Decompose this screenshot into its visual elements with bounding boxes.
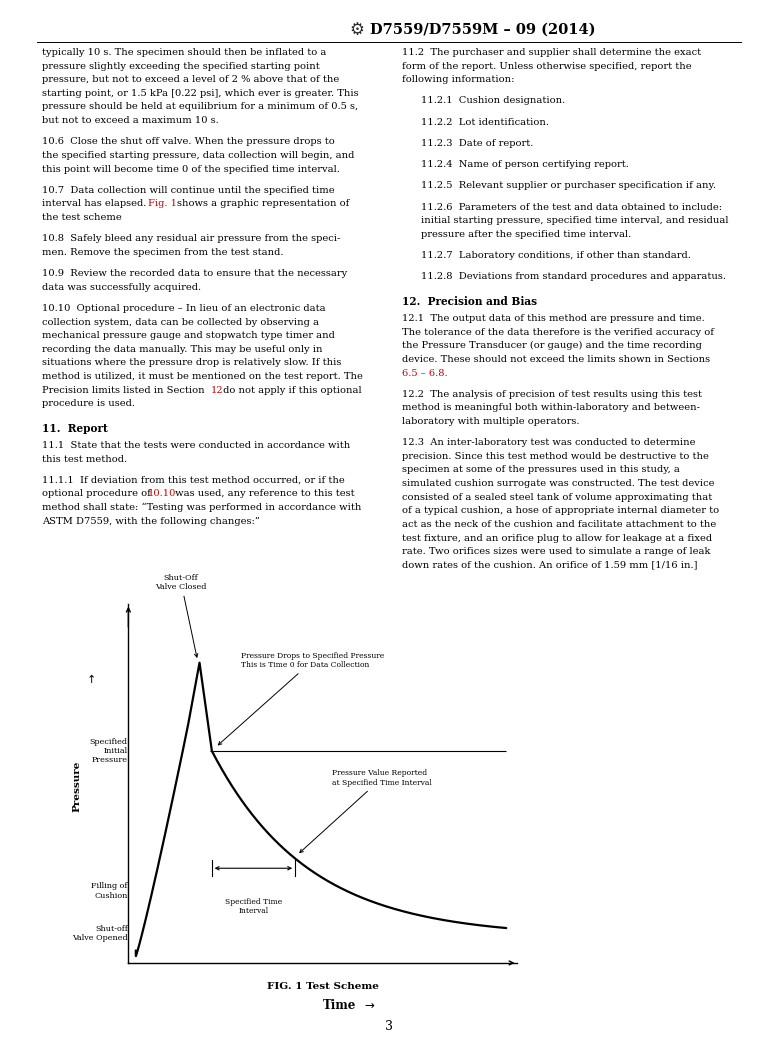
- Text: the Pressure Transducer (or gauge) and the time recording: the Pressure Transducer (or gauge) and t…: [402, 341, 702, 351]
- Text: the test scheme: the test scheme: [42, 213, 121, 222]
- Text: typically 10 s. The specimen should then be inflated to a: typically 10 s. The specimen should then…: [42, 48, 327, 57]
- Text: 11.2.6  Parameters of the test and data obtained to include:: 11.2.6 Parameters of the test and data o…: [422, 203, 723, 211]
- Text: 10.10: 10.10: [148, 489, 177, 499]
- Text: but not to exceed a maximum 10 s.: but not to exceed a maximum 10 s.: [42, 116, 219, 125]
- Text: 12.2  The analysis of precision of test results using this test: 12.2 The analysis of precision of test r…: [402, 389, 702, 399]
- Text: Time: Time: [323, 999, 356, 1012]
- Text: simulated cushion surrogate was constructed. The test device: simulated cushion surrogate was construc…: [402, 479, 714, 488]
- Text: down rates of the cushion. An orifice of 1.59 mm [1/16 in.]: down rates of the cushion. An orifice of…: [402, 561, 698, 569]
- Text: The tolerance of the data therefore is the verified accuracy of: The tolerance of the data therefore is t…: [402, 328, 714, 336]
- Text: following information:: following information:: [402, 75, 514, 84]
- Text: data was successfully acquired.: data was successfully acquired.: [42, 283, 202, 291]
- Text: method shall state: “Testing was performed in accordance with: method shall state: “Testing was perform…: [42, 503, 361, 512]
- Text: 11.  Report: 11. Report: [42, 423, 108, 434]
- Text: men. Remove the specimen from the test stand.: men. Remove the specimen from the test s…: [42, 248, 283, 257]
- Text: do not apply if this optional: do not apply if this optional: [220, 385, 362, 395]
- Text: 11.2.4  Name of person certifying report.: 11.2.4 Name of person certifying report.: [422, 160, 629, 170]
- Text: 12.  Precision and Bias: 12. Precision and Bias: [402, 296, 537, 307]
- Text: 11.2.1  Cushion designation.: 11.2.1 Cushion designation.: [422, 97, 566, 105]
- Text: Filling of
Cushion: Filling of Cushion: [91, 883, 128, 899]
- Text: 11.2.8  Deviations from standard procedures and apparatus.: 11.2.8 Deviations from standard procedur…: [422, 273, 727, 281]
- Text: was used, any reference to this test: was used, any reference to this test: [172, 489, 355, 499]
- Text: 10.9  Review the recorded data to ensure that the necessary: 10.9 Review the recorded data to ensure …: [42, 270, 347, 278]
- Text: of a typical cushion, a hose of appropriate internal diameter to: of a typical cushion, a hose of appropri…: [402, 506, 719, 515]
- Text: pressure should be held at equilibrium for a minimum of 0.5 s,: pressure should be held at equilibrium f…: [42, 102, 358, 111]
- Text: 10.8  Safely bleed any residual air pressure from the speci-: 10.8 Safely bleed any residual air press…: [42, 234, 340, 244]
- Text: laboratory with multiple operators.: laboratory with multiple operators.: [402, 417, 580, 426]
- Text: consisted of a sealed steel tank of volume approximating that: consisted of a sealed steel tank of volu…: [402, 492, 712, 502]
- Text: 11.2  The purchaser and supplier shall determine the exact: 11.2 The purchaser and supplier shall de…: [402, 48, 701, 57]
- Text: pressure, but not to exceed a level of 2 % above that of the: pressure, but not to exceed a level of 2…: [42, 75, 339, 84]
- Text: 10.10  Optional procedure – In lieu of an electronic data: 10.10 Optional procedure – In lieu of an…: [42, 304, 326, 313]
- Text: mechanical pressure gauge and stopwatch type timer and: mechanical pressure gauge and stopwatch …: [42, 331, 335, 340]
- Text: 11.2.7  Laboratory conditions, if other than standard.: 11.2.7 Laboratory conditions, if other t…: [422, 251, 692, 260]
- Text: 11.2.5  Relevant supplier or purchaser specification if any.: 11.2.5 Relevant supplier or purchaser sp…: [422, 181, 717, 191]
- Text: 10.7  Data collection will continue until the specified time: 10.7 Data collection will continue until…: [42, 185, 335, 195]
- Text: the specified starting pressure, data collection will begin, and: the specified starting pressure, data co…: [42, 151, 354, 160]
- Text: 12.1  The output data of this method are pressure and time.: 12.1 The output data of this method are …: [402, 314, 705, 323]
- Text: Pressure Drops to Specified Pressure
This is Time 0 for Data Collection: Pressure Drops to Specified Pressure Thi…: [219, 652, 384, 745]
- Text: Specified Time
Interval: Specified Time Interval: [225, 897, 282, 915]
- Text: 12: 12: [211, 385, 223, 395]
- Text: method is utilized, it must be mentioned on the test report. The: method is utilized, it must be mentioned…: [42, 372, 363, 381]
- Text: 10.6  Close the shut off valve. When the pressure drops to: 10.6 Close the shut off valve. When the …: [42, 137, 335, 147]
- Text: ASTM D7559, with the following changes:”: ASTM D7559, with the following changes:”: [42, 516, 260, 526]
- Text: this test method.: this test method.: [42, 455, 127, 463]
- Text: starting point, or 1.5 kPa [0.22 psi], which ever is greater. This: starting point, or 1.5 kPa [0.22 psi], w…: [42, 88, 359, 98]
- Text: Shut-off
Valve Opened: Shut-off Valve Opened: [72, 925, 128, 942]
- Text: 12.3  An inter-laboratory test was conducted to determine: 12.3 An inter-laboratory test was conduc…: [402, 438, 696, 448]
- Text: rate. Two orifices sizes were used to simulate a range of leak: rate. Two orifices sizes were used to si…: [402, 548, 710, 556]
- Text: act as the neck of the cushion and facilitate attachment to the: act as the neck of the cushion and facil…: [402, 519, 717, 529]
- Text: Precision limits listed in Section: Precision limits listed in Section: [42, 385, 208, 395]
- Text: $\rightarrow$: $\rightarrow$: [362, 999, 375, 1012]
- Text: specimen at some of the pressures used in this study, a: specimen at some of the pressures used i…: [402, 465, 680, 475]
- Text: FIG. 1 Test Scheme: FIG. 1 Test Scheme: [267, 982, 379, 991]
- Text: $\uparrow$: $\uparrow$: [84, 672, 95, 685]
- Text: pressure slightly exceeding the specified starting point: pressure slightly exceeding the specifie…: [42, 61, 320, 71]
- Text: 11.2.2  Lot identification.: 11.2.2 Lot identification.: [422, 118, 549, 127]
- Text: Fig. 1: Fig. 1: [148, 200, 177, 208]
- Text: situations where the pressure drop is relatively slow. If this: situations where the pressure drop is re…: [42, 358, 342, 367]
- Text: 11.1.1  If deviation from this test method occurred, or if the: 11.1.1 If deviation from this test metho…: [42, 476, 345, 485]
- Text: method is meaningful both within-laboratory and between-: method is meaningful both within-laborat…: [402, 404, 700, 412]
- Text: Pressure Value Reported
at Specified Time Interval: Pressure Value Reported at Specified Tim…: [300, 769, 432, 853]
- Text: optional procedure of: optional procedure of: [42, 489, 154, 499]
- Text: this point will become time 0 of the specified time interval.: this point will become time 0 of the spe…: [42, 164, 340, 174]
- Text: collection system, data can be collected by observing a: collection system, data can be collected…: [42, 318, 319, 327]
- Text: recording the data manually. This may be useful only in: recording the data manually. This may be…: [42, 345, 323, 354]
- Text: device. These should not exceed the limits shown in Sections: device. These should not exceed the limi…: [402, 355, 710, 364]
- Text: interval has elapsed.: interval has elapsed.: [42, 200, 149, 208]
- Text: precision. Since this test method would be destructive to the: precision. Since this test method would …: [402, 452, 709, 461]
- Text: 11.1  State that the tests were conducted in accordance with: 11.1 State that the tests were conducted…: [42, 441, 350, 450]
- Text: 3: 3: [385, 1020, 393, 1033]
- Text: form of the report. Unless otherwise specified, report the: form of the report. Unless otherwise spe…: [402, 61, 692, 71]
- Text: Shut-Off
Valve Closed: Shut-Off Valve Closed: [156, 574, 207, 657]
- Text: ⚙: ⚙: [349, 21, 365, 39]
- Text: shows a graphic representation of: shows a graphic representation of: [177, 200, 349, 208]
- Text: 11.2.3  Date of report.: 11.2.3 Date of report.: [422, 138, 534, 148]
- Text: D7559/D7559M – 09 (2014): D7559/D7559M – 09 (2014): [370, 23, 596, 37]
- Text: Specified
Initial
Pressure: Specified Initial Pressure: [89, 737, 128, 764]
- Text: test fixture, and an orifice plug to allow for leakage at a fixed: test fixture, and an orifice plug to all…: [402, 534, 712, 542]
- Text: initial starting pressure, specified time interval, and residual: initial starting pressure, specified tim…: [422, 217, 729, 225]
- Text: pressure after the specified time interval.: pressure after the specified time interv…: [422, 230, 632, 239]
- Text: 6.5 – 6.8.: 6.5 – 6.8.: [402, 369, 447, 378]
- Text: procedure is used.: procedure is used.: [42, 400, 135, 408]
- Text: Pressure: Pressure: [72, 761, 81, 812]
